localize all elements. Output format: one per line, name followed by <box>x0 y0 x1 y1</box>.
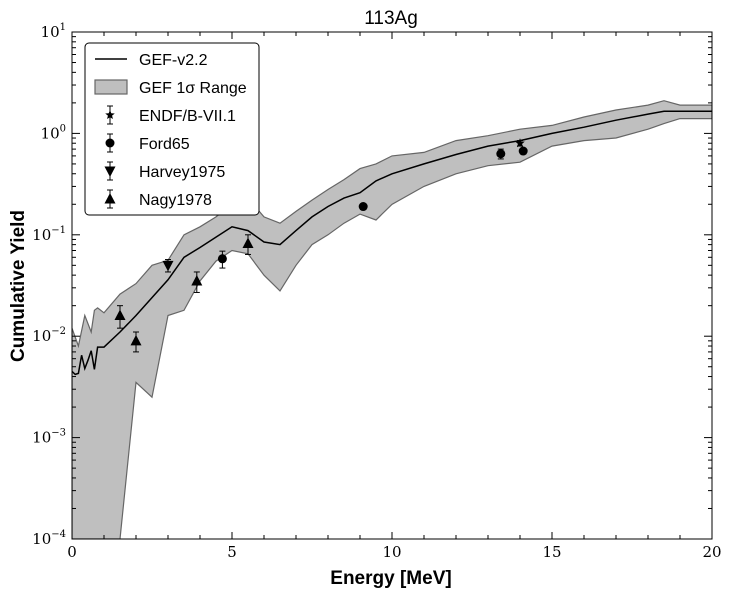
legend-label: GEF 1σ Range <box>139 80 247 97</box>
legend-item-band: GEF 1σ Range <box>94 79 247 97</box>
marker <box>217 254 227 264</box>
y-tick-label: 10−1 <box>32 225 66 244</box>
x-axis-title: Energy [MeV] <box>330 568 451 589</box>
x-tick-label: 15 <box>542 543 561 561</box>
y-tick-label: 100 <box>41 123 66 142</box>
x-tick-label: 5 <box>227 543 237 561</box>
data-point-circle-1 <box>358 202 368 212</box>
data-point-tri-up-3 <box>242 234 254 255</box>
data-point-tri-up-0 <box>114 305 126 329</box>
data-point-circle-2 <box>496 148 506 160</box>
marker <box>358 202 368 212</box>
marker <box>515 138 525 148</box>
marker <box>114 309 126 321</box>
legend-label: Nagy1978 <box>139 192 212 209</box>
legend-marker <box>105 138 115 148</box>
legend-label: GEF-v2.2 <box>139 52 208 69</box>
y-tick-label: 101 <box>41 22 66 41</box>
marker <box>191 275 203 286</box>
legend-label: ENDF/B-VII.1 <box>139 108 236 125</box>
legend-label: Ford65 <box>139 136 190 153</box>
legend-item-endf: ENDF/B-VII.1 <box>105 105 236 125</box>
x-tick-label: 20 <box>702 543 721 561</box>
legend-box <box>84 42 260 216</box>
y-tick-label: 10−2 <box>32 326 66 345</box>
marker <box>496 149 506 159</box>
data-point-tri-up-1 <box>130 331 142 353</box>
gef-line <box>72 110 712 376</box>
marker <box>130 334 142 346</box>
data-point-tri-down-0 <box>162 259 174 273</box>
data-point-circle-3 <box>518 146 528 156</box>
marker <box>162 260 174 272</box>
legend-item-nagy: Nagy1978 <box>104 189 212 209</box>
y-axis-title: Cumulative Yield <box>8 210 29 362</box>
legend: GEF-v2.2 GEF 1σ Range ENDF/B-VII.1 Ford65 Ha… <box>84 42 260 216</box>
legend-item-harvey: Harvey1975 <box>104 161 225 181</box>
data-point-tri-up-2 <box>191 271 203 293</box>
y-tick-label: 10−3 <box>32 428 66 447</box>
data-point-star-0 <box>515 138 525 148</box>
legend-item-ford: Ford65 <box>105 133 190 153</box>
data-point-circle-0 <box>217 250 227 269</box>
legend-marker <box>105 110 115 120</box>
legend-marker <box>104 193 116 204</box>
marker <box>242 237 254 249</box>
legend-swatch-band <box>94 79 128 95</box>
y-tick-label: 10−4 <box>32 529 66 548</box>
x-tick-label: 10 <box>382 543 401 561</box>
legend-label: Harvey1975 <box>139 164 225 181</box>
legend-marker <box>104 166 116 177</box>
marker <box>518 146 528 156</box>
x-tick-label: 0 <box>67 543 77 561</box>
chart-title: 113Ag <box>364 8 418 29</box>
legend-item-gef: GEF-v2.2 <box>95 52 208 69</box>
